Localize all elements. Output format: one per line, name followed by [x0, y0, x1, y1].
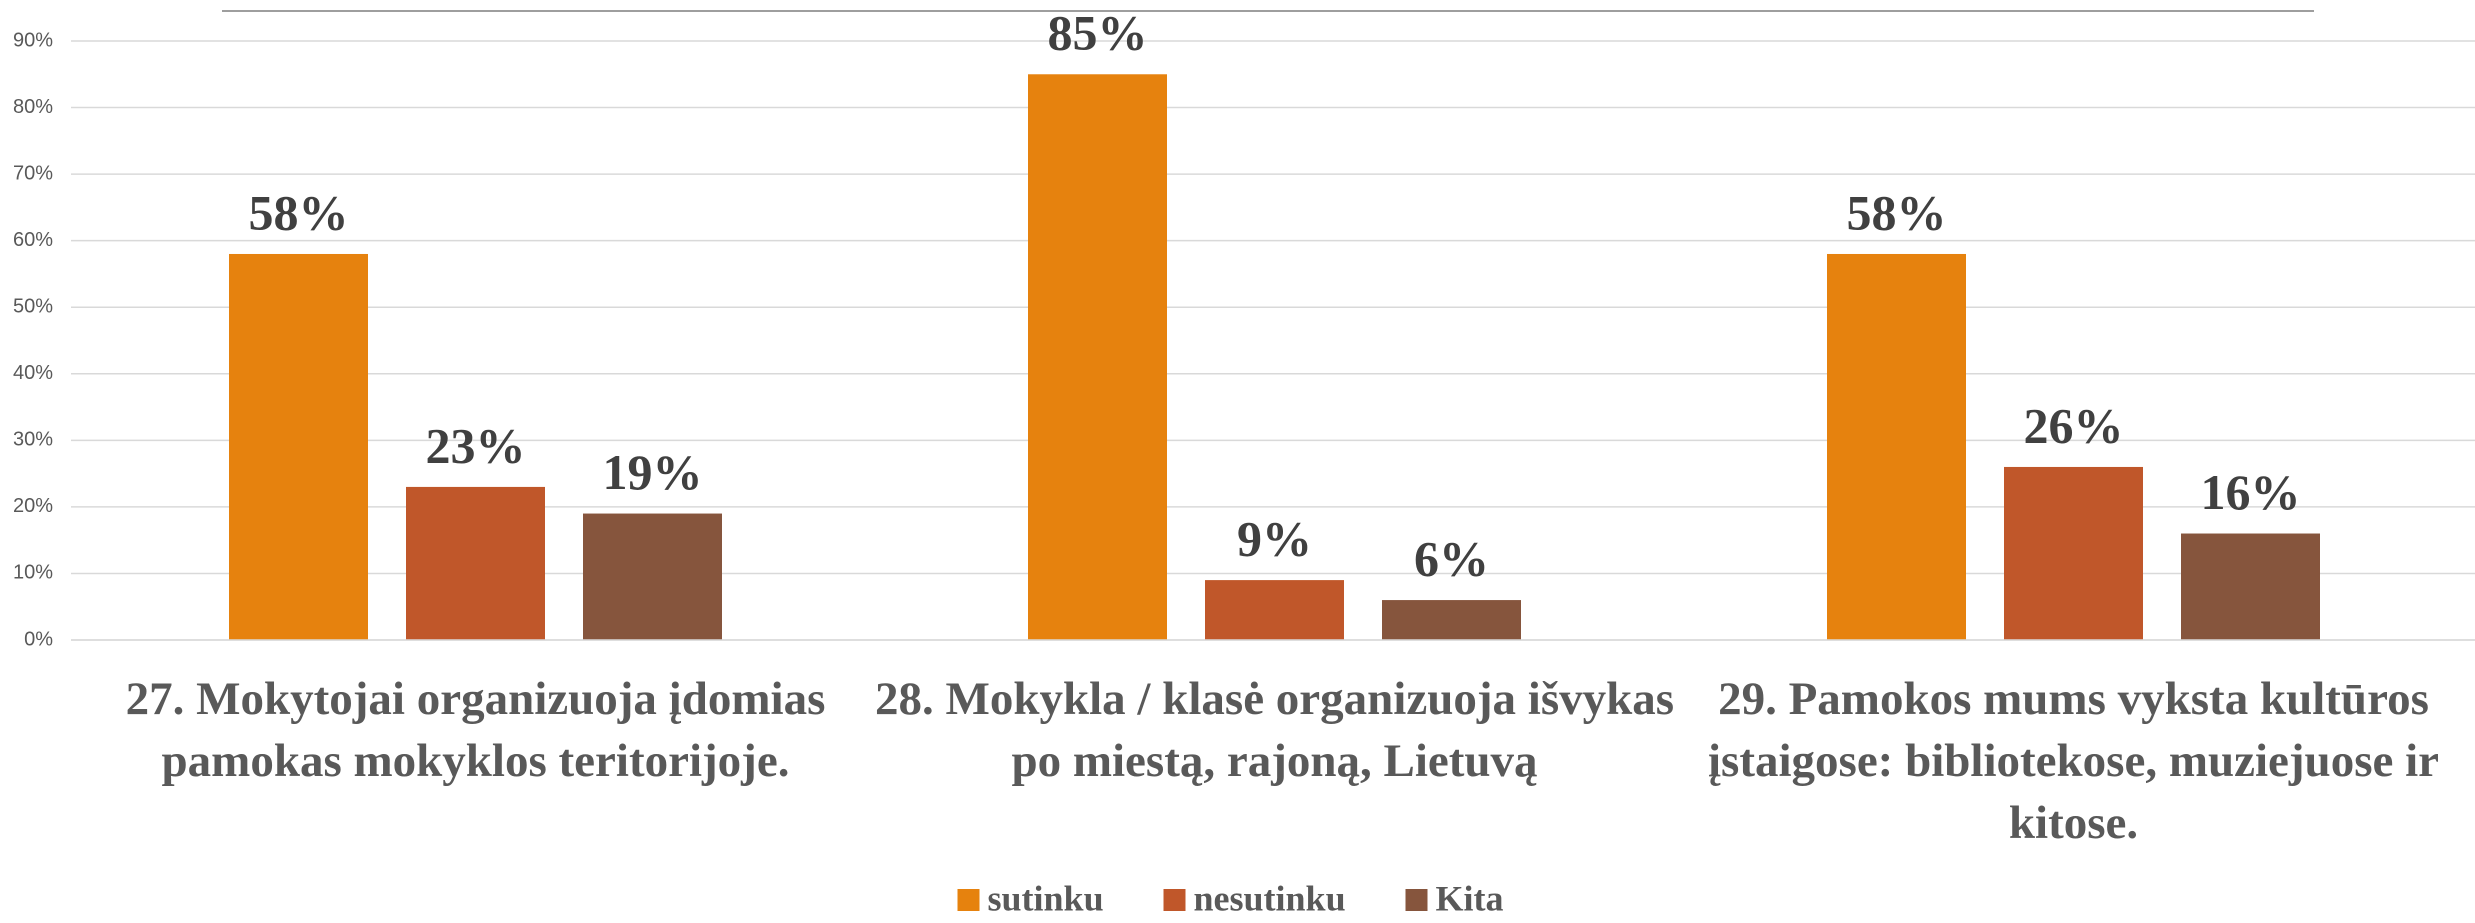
data-label: 26%: [2024, 397, 2124, 453]
y-tick-label: 50%: [13, 296, 53, 318]
y-tick-label: 10%: [13, 562, 53, 584]
data-label: 58%: [249, 184, 349, 240]
data-label: 58%: [1847, 184, 1947, 240]
bar: [229, 253, 368, 640]
legend-swatch: [1405, 889, 1428, 911]
legend-swatch: [957, 889, 980, 911]
y-tick-label: 0%: [24, 628, 53, 650]
data-label: 9%: [1237, 511, 1312, 567]
y-tick-label: 20%: [13, 495, 53, 517]
legend-label: nesutinku: [1194, 878, 1346, 918]
x-tick-label: 27. Mokytojai organizuoja įdomias pamoka…: [125, 673, 826, 787]
y-tick-label: 80%: [13, 96, 53, 118]
legend-label: sutinku: [988, 878, 1104, 918]
bar: [2004, 466, 2143, 640]
bar: [1827, 253, 1966, 640]
bar: [1205, 580, 1344, 640]
bar: [1028, 74, 1167, 641]
data-label: 85%: [1048, 5, 1148, 61]
data-label: 19%: [603, 444, 703, 500]
y-tick-label: 70%: [13, 162, 53, 184]
y-tick-label: 60%: [13, 229, 53, 251]
bar: [406, 486, 545, 640]
y-tick-label: 40%: [13, 362, 53, 384]
data-label: 16%: [2201, 464, 2301, 520]
data-label: 6%: [1414, 531, 1489, 587]
bar: [2181, 533, 2320, 640]
x-tick-label: 29. Pamokos mums vyksta kultūros įstaigo…: [1707, 673, 2440, 849]
y-tick-label: 90%: [13, 29, 53, 51]
bar: [583, 513, 722, 640]
legend-swatch: [1163, 889, 1186, 911]
x-tick-label: 28. Mokykla / klasė organizuoja išvykas …: [874, 673, 1675, 787]
bar: [1382, 600, 1521, 640]
y-tick-label: 30%: [13, 429, 53, 451]
data-label: 23%: [426, 417, 526, 473]
legend-label: Kita: [1436, 878, 1504, 918]
